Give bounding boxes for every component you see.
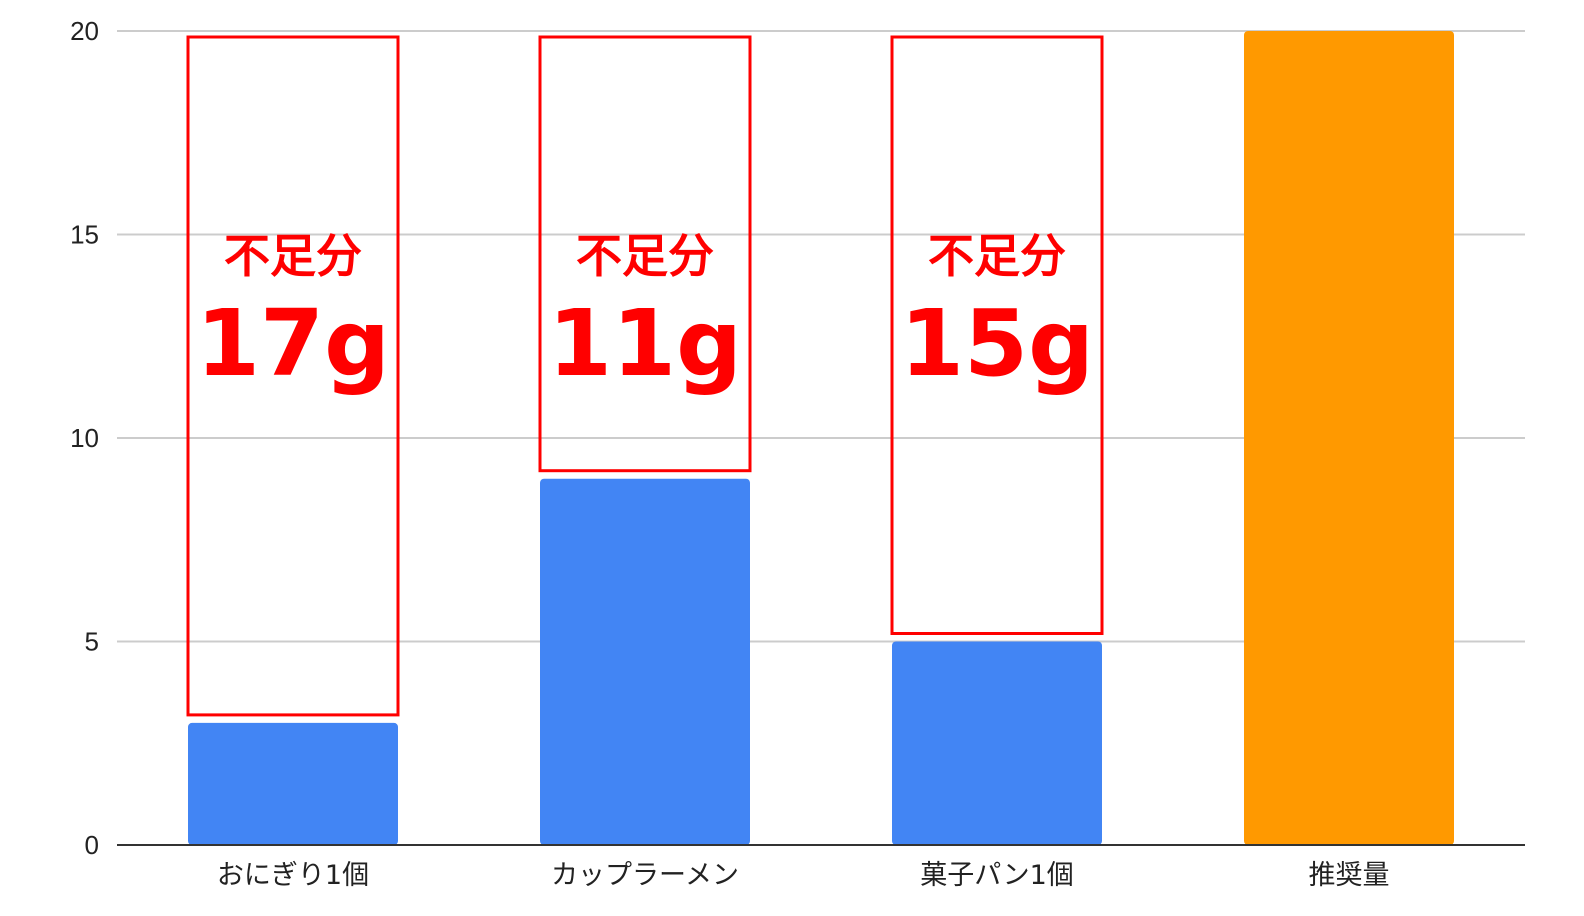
- shortfall-box: [890, 35, 1104, 635]
- x-category-label: 菓子パン1個: [920, 860, 1074, 891]
- shortfall-box: [538, 35, 752, 473]
- shortfall-label: 不足分: [224, 229, 362, 283]
- x-category-label: 推奨量: [1309, 860, 1390, 891]
- x-category-label: カップラーメン: [551, 860, 739, 891]
- bar: [892, 641, 1102, 845]
- x-axis-labels: おにぎり1個 カップラーメン 菓子パン1個 推奨量: [217, 860, 1390, 891]
- y-tick-label: 10: [70, 423, 99, 453]
- y-tick-label: 5: [85, 627, 99, 657]
- shortfall-value: 15g: [900, 290, 1094, 397]
- shortfall-value: 11g: [548, 290, 742, 397]
- y-tick-label: 15: [70, 220, 99, 250]
- bars: [188, 31, 1454, 845]
- bar: [188, 722, 398, 845]
- x-category-label: おにぎり1個: [217, 860, 369, 891]
- bar: [1244, 31, 1454, 845]
- y-tick-label: 0: [85, 830, 99, 860]
- shortfall-label: 不足分: [576, 229, 714, 283]
- shortfall-value: 17g: [196, 290, 390, 397]
- shortfall-label: 不足分: [928, 229, 1066, 283]
- y-tick-label: 20: [70, 16, 99, 46]
- shortfall-annotations: 不足分 17g 不足分 11g 不足分 15g: [186, 35, 1104, 717]
- shortfall-box: [186, 35, 400, 717]
- y-axis-ticks: 0 5 10 15 20: [70, 16, 99, 860]
- bar: [540, 478, 750, 845]
